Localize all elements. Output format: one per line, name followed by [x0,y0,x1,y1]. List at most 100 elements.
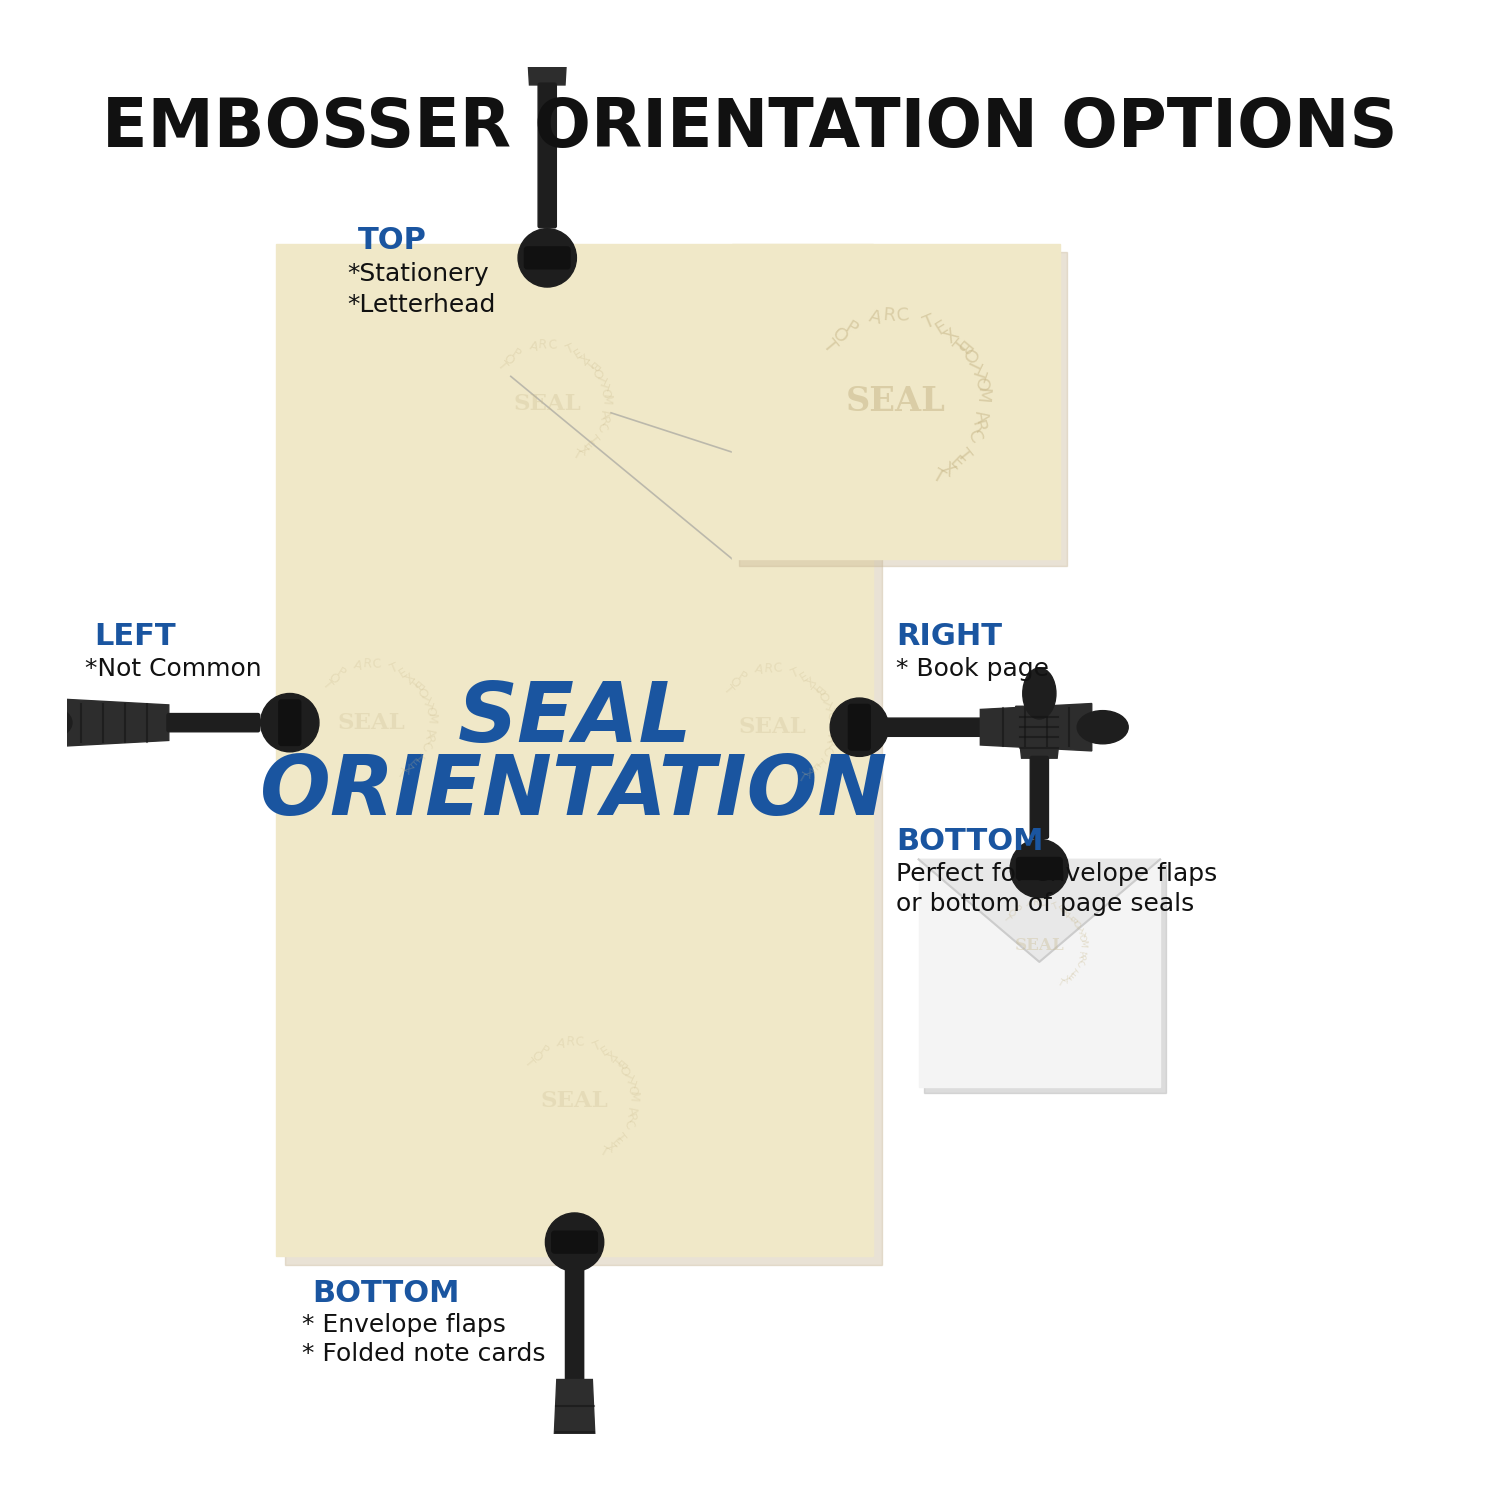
Text: SEAL: SEAL [458,678,692,759]
Text: A: A [1077,950,1088,957]
FancyBboxPatch shape [1017,858,1062,879]
Text: C: C [819,744,834,758]
Text: T: T [963,356,984,374]
Text: C: C [621,1119,636,1131]
Text: O: O [501,351,516,368]
Text: T: T [570,447,584,462]
Text: T: T [810,682,825,696]
Polygon shape [981,704,1092,752]
Text: T: T [417,692,432,703]
Text: T: T [930,465,948,486]
Text: M: M [627,1090,640,1102]
Text: C: C [896,306,909,326]
Text: E: E [932,318,951,339]
Text: O: O [1005,908,1017,920]
Text: T: T [597,1144,610,1160]
Text: RIGHT: RIGHT [896,622,1002,651]
Text: O: O [597,386,612,398]
Text: C: C [963,427,986,447]
Text: T: T [388,662,400,676]
Text: * Envelope flaps: * Envelope flaps [302,1312,506,1336]
Ellipse shape [21,706,72,740]
Text: SEAL: SEAL [540,1090,609,1112]
Text: T: T [789,666,801,681]
Text: or bottom of page seals: or bottom of page seals [896,892,1194,916]
Text: E: E [807,762,820,777]
FancyBboxPatch shape [740,252,1066,566]
Text: E: E [405,758,420,772]
Text: A: A [423,728,436,738]
Text: * Book page: * Book page [896,657,1048,681]
Text: X: X [578,351,592,368]
Text: E: E [1058,904,1066,915]
Text: A: A [528,339,538,354]
Text: R: R [1032,898,1040,908]
Text: T: T [1000,914,1011,924]
Text: T: T [812,758,826,771]
Text: R: R [566,1035,574,1048]
Ellipse shape [558,1497,591,1500]
Text: T: T [819,336,840,356]
Text: M: M [423,712,438,724]
Text: E: E [945,453,966,474]
Text: C: C [548,339,556,352]
Text: T: T [614,1131,628,1144]
Text: T: T [795,771,808,786]
Text: SEAL: SEAL [1014,938,1064,954]
Text: E: E [572,346,585,362]
Text: X: X [603,1140,618,1155]
Text: C: C [772,662,783,675]
Text: B: B [585,358,600,374]
Text: X: X [404,670,418,686]
Text: A: A [867,308,883,328]
Text: X: X [938,459,958,482]
Text: B: B [1066,914,1078,924]
Text: E: E [580,438,596,453]
Text: P: P [735,670,748,686]
Text: A: A [626,1106,639,1116]
Text: T: T [1052,902,1060,912]
FancyBboxPatch shape [885,718,983,736]
Text: P: P [510,346,524,362]
Text: C: C [1072,958,1084,969]
Text: E: E [1064,972,1074,982]
Text: T: T [1056,978,1065,988]
Text: R: R [1076,954,1086,963]
Circle shape [261,693,320,752]
FancyBboxPatch shape [924,865,1166,1092]
Text: E: E [396,664,410,681]
Text: R: R [622,1112,638,1125]
Circle shape [546,1214,603,1272]
Ellipse shape [1077,711,1128,744]
FancyBboxPatch shape [552,1232,597,1252]
Text: *Stationery: *Stationery [346,262,489,286]
Text: SEAL: SEAL [846,386,946,418]
Text: P: P [334,664,348,680]
Text: T: T [585,433,600,447]
Text: T: T [564,342,576,357]
Text: TOP: TOP [358,226,428,255]
Text: R: R [596,416,610,428]
Text: T: T [420,698,435,709]
Polygon shape [524,0,572,86]
Text: T: T [620,1070,634,1082]
Circle shape [830,698,888,756]
Text: T: T [495,358,510,374]
Text: T: T [968,366,988,382]
FancyBboxPatch shape [276,244,873,1256]
Text: O: O [1070,916,1082,928]
Text: T: T [1066,914,1077,924]
Text: R: R [764,662,772,675]
Text: X: X [576,442,590,459]
Circle shape [1010,840,1068,897]
Text: X: X [400,762,414,777]
Text: O: O [970,375,990,393]
Text: EMBOSSER ORIENTATION OPTIONS: EMBOSSER ORIENTATION OPTIONS [102,96,1398,162]
Text: R: R [537,339,548,352]
Polygon shape [58,699,170,747]
Text: M: M [1077,939,1088,946]
Text: T: T [622,1077,638,1088]
Text: R: R [420,734,435,746]
Text: O: O [824,710,837,722]
Text: B: B [951,336,974,357]
